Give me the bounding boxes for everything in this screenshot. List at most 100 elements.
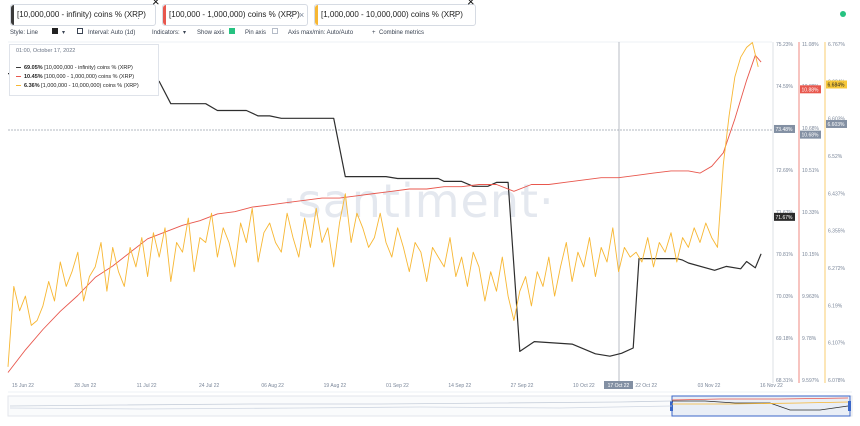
- legend-swatch: [16, 85, 21, 87]
- style-select[interactable]: Style: Line: [10, 30, 39, 36]
- calendar-icon: [77, 28, 83, 34]
- navigator-line-1: [9, 400, 673, 407]
- more-icon[interactable]: ⋮: [134, 10, 143, 20]
- y-tick-label: 69.18%: [776, 336, 794, 342]
- y-tick-label: 9.78%: [802, 336, 817, 342]
- axis-value-badge-text: 10.68%: [802, 133, 820, 139]
- x-tick-label: 15 Jun 22: [12, 383, 34, 389]
- indicators-select[interactable]: Indicators:: [152, 30, 180, 36]
- y-tick-label: 6.767%: [828, 42, 846, 48]
- crosshair-date-badge: [604, 381, 633, 389]
- metric-chip-2[interactable]: [100,000 - 1,000,000) coins % (XRP) ⋮ ×: [162, 4, 308, 26]
- x-tick-label: 19 Aug 22: [324, 383, 347, 389]
- pin-axis-checkbox[interactable]: [272, 28, 278, 34]
- crosshair-date-text: 17 Oct 22: [608, 383, 630, 389]
- axis-value-badge-text: 71.67%: [776, 215, 794, 221]
- legend-value: 10.45%: [24, 74, 43, 80]
- axis-value-badge: [800, 85, 821, 94]
- chart-settings-bar: Style: Line ▾ Interval: Auto (1d) Indica…: [0, 28, 860, 38]
- axis-value-badge: [800, 130, 821, 139]
- axis-maxmin-select[interactable]: Axis max/min: Auto/Auto: [288, 30, 354, 36]
- y-tick-label: 6.355%: [828, 229, 846, 235]
- y-tick-label: 10.51%: [802, 168, 820, 174]
- x-tick-label: 22 Oct 22: [635, 383, 657, 389]
- combine-icon[interactable]: +: [372, 30, 376, 36]
- axis-value-badge-text: 6.603%: [828, 122, 846, 128]
- pin-axis-label: Pin axis: [245, 30, 267, 36]
- axis-value-badge: [826, 119, 847, 128]
- y-tick-label: 72.69%: [776, 168, 794, 174]
- y-tick-label: 75.23%: [776, 42, 794, 48]
- chevron-down-icon[interactable]: ▾: [62, 30, 66, 36]
- axis-value-badge-text: 10.88%: [802, 87, 820, 93]
- legend-row: 69.05% [10,000,000 - infinity) coins % (…: [16, 65, 133, 71]
- legend-swatch: [16, 67, 21, 69]
- x-tick-label: 14 Sep 22: [448, 383, 471, 389]
- axis-value-badge: [774, 124, 795, 133]
- legend-swatch: [16, 76, 21, 78]
- legend-label: [1,000,000 - 10,000,000) coins % (XRP): [41, 83, 139, 89]
- x-tick-label: 11 Jul 22: [137, 383, 157, 389]
- metric-color-bar: [11, 5, 14, 25]
- y-tick-label: 70.81%: [776, 252, 794, 258]
- series-line-2: [7, 54, 762, 373]
- more-icon[interactable]: ⋮: [450, 10, 459, 20]
- legend-label: [100,000 - 1,000,000) coins % (XRP): [44, 74, 135, 80]
- x-axis-ticks: 15 Jun 22 28 Jun 22 11 Jul 22 24 Jul 22 06 A…: [12, 383, 783, 389]
- more-icon[interactable]: ⋮: [287, 10, 296, 20]
- y-tick-label: 6.272%: [828, 266, 846, 272]
- x-tick-label: 06 Aug 22: [261, 383, 284, 389]
- legend-value: 69.05%: [24, 65, 43, 71]
- chevron-down-icon[interactable]: ▾: [183, 30, 187, 36]
- metric-label: [1,000,000 - 10,000,000) coins % (XRP): [321, 10, 463, 19]
- status-dot: [840, 11, 846, 17]
- y-tick-label: 6.078%: [828, 378, 846, 384]
- metric-color-bar: [315, 5, 318, 25]
- series-line-3: [7, 42, 759, 367]
- x-tick-label: 24 Jul 22: [199, 383, 220, 389]
- color-swatch-icon[interactable]: [52, 28, 58, 34]
- x-tick-label: 03 Nov 22: [698, 383, 721, 389]
- combine-metrics-button[interactable]: Combine metrics: [379, 30, 425, 36]
- y-tick-label: 10.68%: [802, 126, 820, 132]
- axis-value-badge: [826, 80, 847, 89]
- interval-select[interactable]: Interval: Auto (1d): [88, 30, 136, 36]
- y-tick-label: 10.15%: [802, 252, 820, 258]
- close-icon[interactable]: ×: [467, 0, 475, 9]
- close-icon[interactable]: ×: [299, 10, 305, 20]
- y-tick-label: 70.03%: [776, 294, 794, 300]
- y-tick-label: 10.33%: [802, 210, 820, 216]
- navigator-right-handle[interactable]: [848, 401, 851, 411]
- legend-row: 10.45% [100,000 - 1,000,000) coins % (XR…: [16, 74, 134, 80]
- legend-row: 6.36% [1,000,000 - 10,000,000) coins % (…: [16, 83, 139, 89]
- x-tick-label: 16 Nov 22: [760, 383, 783, 389]
- close-icon[interactable]: ×: [152, 0, 160, 9]
- metric-chip-3[interactable]: [1,000,000 - 10,000,000) coins % (XRP) ⋮…: [314, 0, 476, 26]
- axis-value-badge-text: 73.48%: [776, 127, 794, 133]
- navigator-line-2: [9, 405, 673, 410]
- metric-label: [100,000 - 1,000,000) coins % (XRP): [169, 10, 300, 19]
- y-tick-label: 6.52%: [828, 154, 843, 160]
- axis-badges: 73.48% 71.67% 10.88% 10.68% 6.684% 6.603%: [774, 80, 847, 221]
- y-tick-label: 6.603%: [828, 117, 846, 123]
- metric-chip-1[interactable]: [10,000,000 - infinity) coins % (XRP) ⋮ …: [10, 0, 160, 26]
- y-tick-label: 68.31%: [776, 378, 794, 384]
- axis-value-badge-text: 6.684%: [828, 82, 846, 88]
- show-axis-checkbox[interactable]: [229, 28, 235, 34]
- x-tick-label: 10 Oct 22: [573, 383, 595, 389]
- y-tick-label: 74.59%: [776, 84, 794, 90]
- series-line-1: [8, 73, 762, 357]
- navigator-lines: [9, 397, 849, 411]
- x-tick-label: 01 Sep 22: [386, 383, 409, 389]
- navigator[interactable]: [7, 395, 853, 417]
- metric-chips: [10,000,000 - infinity) coins % (XRP) ⋮ …: [0, 0, 860, 26]
- y-tick-label: 11.08%: [802, 42, 819, 48]
- legend-label: [10,000,000 - infinity) coins % (XRP): [44, 65, 133, 71]
- y-tick-label: 6.19%: [828, 303, 843, 309]
- x-tick-label: 28 Jun 22: [74, 383, 96, 389]
- y-tick-label: 9.597%: [802, 378, 820, 384]
- metric-color-bar: [163, 5, 166, 25]
- navigator-line-4: [671, 397, 849, 401]
- legend-value: 6.36%: [24, 83, 40, 89]
